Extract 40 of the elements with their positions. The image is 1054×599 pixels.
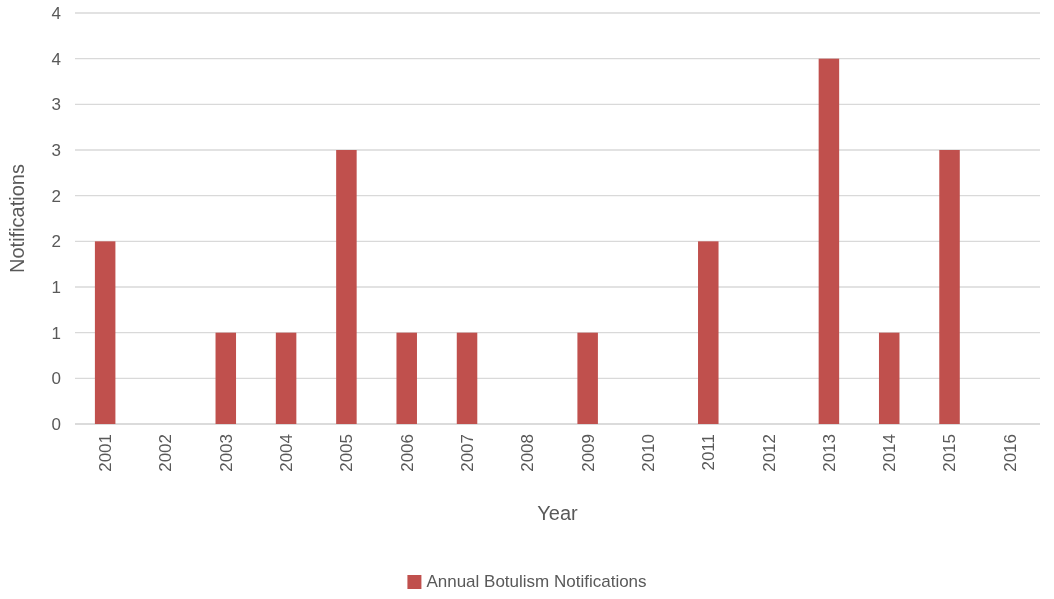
x-tick-label: 2006: [397, 434, 417, 472]
x-tick-label: 2013: [819, 434, 839, 472]
bar: [878, 332, 900, 424]
bar: [577, 332, 598, 424]
bar: [818, 58, 840, 424]
y-tick-label: 3: [51, 140, 61, 160]
legend-label: Annual Botulism Notifications: [426, 572, 647, 591]
y-tick-label: 2: [51, 186, 61, 206]
y-tick-label: 1: [51, 323, 61, 343]
y-tick-label: 0: [51, 369, 61, 389]
bar: [94, 241, 116, 424]
x-axis-title: Year: [537, 502, 579, 524]
bar: [215, 332, 237, 424]
bar: [275, 332, 297, 424]
y-tick-label: 4: [51, 3, 61, 23]
x-tick-label: 2003: [216, 434, 236, 472]
bar: [396, 332, 417, 424]
y-tick-label: 3: [51, 95, 61, 115]
x-tick-label: 2008: [518, 434, 538, 472]
x-tick-label: 2004: [277, 434, 297, 472]
y-tick-label: 2: [51, 232, 61, 252]
x-tick-label: 2001: [96, 434, 116, 472]
bar: [698, 241, 719, 424]
x-tick-label: 2007: [457, 434, 477, 472]
y-tick-label: 1: [51, 277, 61, 297]
y-axis-title: Notifications: [6, 164, 28, 273]
y-tick-label: 0: [51, 414, 61, 434]
x-tick-label: 2014: [880, 434, 900, 472]
bar: [939, 150, 960, 424]
x-tick-label: 2015: [940, 434, 960, 472]
x-tick-label: 2011: [699, 434, 719, 471]
x-tick-label: 2010: [638, 434, 658, 472]
x-tick-label: 2016: [1000, 434, 1020, 472]
bar: [456, 332, 478, 424]
x-tick-label: 2009: [578, 434, 598, 472]
x-tick-label: 2005: [337, 434, 357, 472]
bar: [336, 150, 357, 424]
y-tick-label: 4: [51, 49, 61, 69]
x-tick-label: 2012: [759, 434, 779, 472]
x-tick-label: 2002: [156, 434, 176, 472]
